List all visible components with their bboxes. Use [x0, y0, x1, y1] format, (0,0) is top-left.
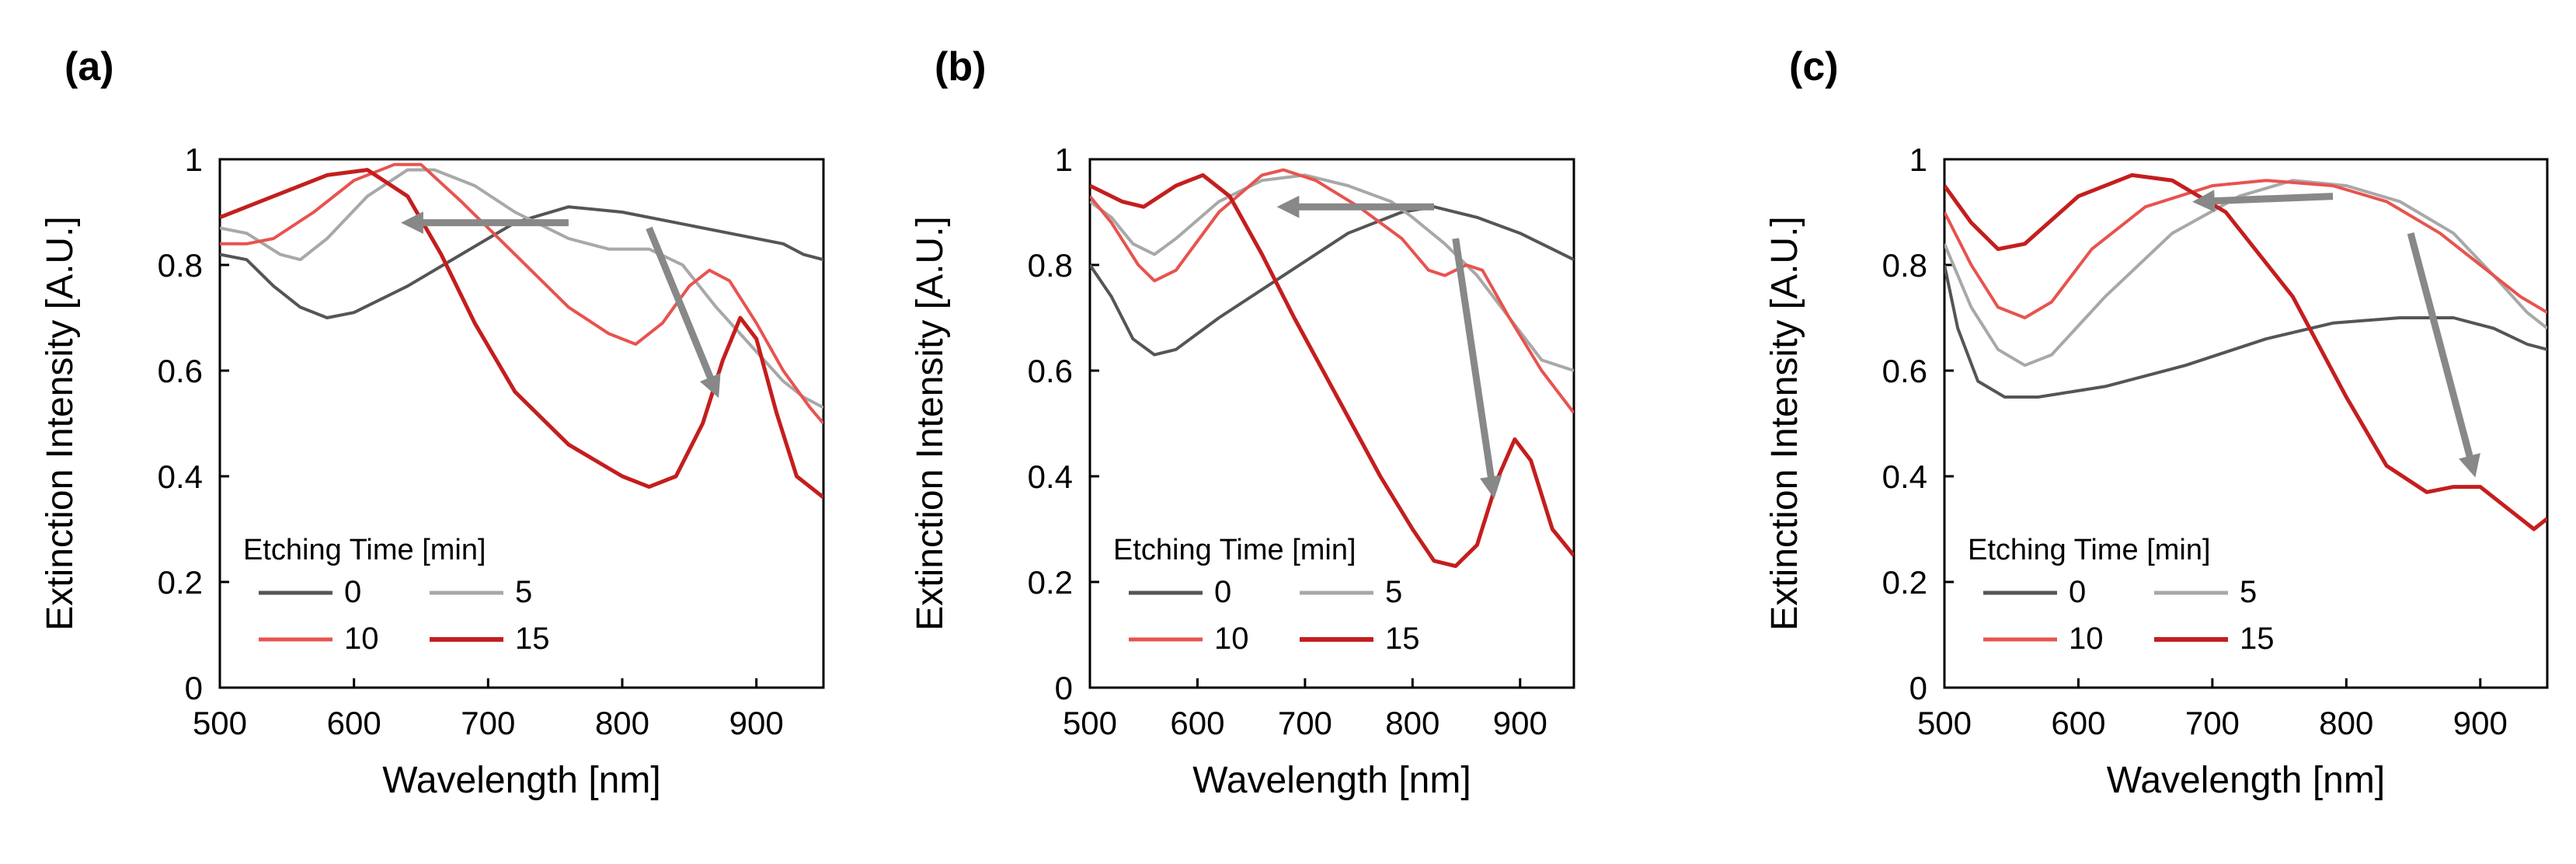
series-line-5: [220, 168, 823, 409]
y-tick-label: 0.8: [1882, 247, 1927, 284]
x-tick-label: 900: [2453, 705, 2508, 741]
y-axis-label: Extinction Intensity [A.U.]: [910, 216, 951, 631]
legend-label: 10: [1214, 622, 1249, 656]
y-tick-label: 0.4: [158, 458, 203, 495]
legend-label: 10: [344, 622, 379, 656]
legend-label: 5: [515, 575, 532, 609]
y-axis-label: Extinction Intensity [A.U.]: [1764, 216, 1805, 631]
panel-label: (c): [1789, 44, 1839, 89]
x-tick-label: 500: [1063, 705, 1117, 741]
x-tick-label: 700: [2185, 705, 2240, 741]
y-tick-label: 0: [1055, 670, 1073, 706]
legend-label: 0: [2069, 575, 2086, 609]
legend-label: 5: [1385, 575, 1402, 609]
chart-panel-2: (b) 0 0.2 0.4 0.6 0.8 1 500 600 700 800 900 Waveleng…: [910, 44, 1575, 801]
y-tick-label: 0.2: [158, 564, 203, 601]
x-tick-label: 800: [595, 705, 649, 741]
x-tick-label: 600: [327, 705, 381, 741]
chart-panel-1: (a) 0 0.2 0.4 0.6 0.8 1 500 600 700 800 900 Waveleng…: [40, 44, 825, 801]
plot-frame: [1943, 158, 2549, 689]
series-line-0: [220, 205, 823, 319]
series-line-0: [1090, 205, 1574, 357]
x-tick-label: 700: [1278, 705, 1332, 741]
x-tick-label: 500: [193, 705, 247, 741]
series-line-5: [1944, 179, 2547, 368]
y-tick-label: 0.8: [1028, 247, 1073, 284]
y-tick-label: 1: [185, 141, 203, 178]
y-tick-label: 0.8: [158, 247, 203, 284]
x-tick-label: 900: [1493, 705, 1547, 741]
panel-label: (a): [64, 44, 114, 89]
legend-title: Etching Time [min]: [1968, 534, 2211, 566]
y-tick-label: 0.6: [1028, 353, 1073, 389]
x-tick-label: 900: [729, 705, 784, 741]
legend-label: 15: [1385, 622, 1420, 656]
x-tick-label: 600: [1170, 705, 1224, 741]
x-tick-label: 800: [1385, 705, 1439, 741]
trend-arrow: [2407, 232, 2480, 478]
y-tick-label: 0.2: [1882, 564, 1927, 601]
y-tick-label: 0: [1909, 670, 1927, 706]
trend-arrow: [1452, 238, 1502, 499]
y-tick-label: 1: [1055, 141, 1073, 178]
legend-title: Etching Time [min]: [243, 534, 486, 566]
series-line-5: [1090, 173, 1574, 372]
y-tick-label: 0.4: [1882, 458, 1927, 495]
x-tick-label: 500: [1917, 705, 1972, 741]
series-line-0: [1944, 264, 2547, 399]
x-axis-label: Wavelength [nm]: [2107, 760, 2385, 801]
chart-panel-3: (c) 0 0.2 0.4 0.6 0.8 1 500 600 700 800 900 Waveleng…: [1764, 44, 2549, 801]
legend-title: Etching Time [min]: [1113, 534, 1356, 566]
y-tick-label: 0.2: [1028, 564, 1073, 601]
x-tick-label: 600: [2051, 705, 2105, 741]
legend-label: 5: [2240, 575, 2257, 609]
y-tick-label: 0.6: [1882, 353, 1927, 389]
x-axis-label: Wavelength [nm]: [382, 760, 660, 801]
x-tick-label: 700: [461, 705, 515, 741]
series-line-15: [220, 168, 823, 500]
panel-label: (b): [935, 44, 986, 89]
series-line-10: [1090, 168, 1574, 414]
trend-arrow: [2192, 190, 2334, 212]
x-tick-label: 800: [2319, 705, 2373, 741]
series-line-15: [1090, 172, 1574, 569]
legend-label: 15: [2240, 622, 2275, 656]
series-line-10: [220, 162, 823, 425]
y-tick-label: 0.6: [158, 353, 203, 389]
legend-label: 15: [515, 622, 550, 656]
x-axis-label: Wavelength [nm]: [1192, 760, 1471, 801]
series-line-10: [1944, 179, 2547, 319]
trend-arrow: [646, 226, 721, 399]
y-axis-label: Extinction Intensity [A.U.]: [40, 216, 81, 631]
legend-label: 10: [2069, 622, 2104, 656]
plot-frame: [1088, 158, 1575, 689]
y-tick-label: 0.4: [1028, 458, 1073, 495]
legend-label: 0: [1214, 575, 1231, 609]
legend-label: 0: [344, 575, 361, 609]
y-tick-label: 0: [185, 670, 203, 706]
y-tick-label: 1: [1909, 141, 1927, 178]
series-line-15: [1944, 172, 2547, 531]
